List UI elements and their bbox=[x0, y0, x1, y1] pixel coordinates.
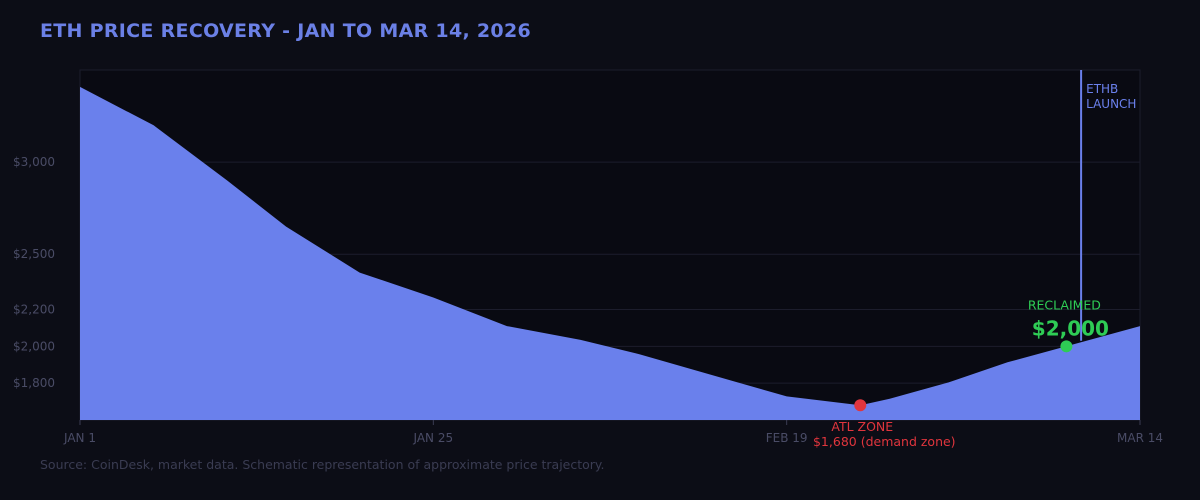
x-tick-label: JAN 25 bbox=[413, 431, 454, 445]
y-tick-label: $2,200 bbox=[13, 302, 55, 316]
source-note: Source: CoinDesk, market data. Schematic… bbox=[40, 457, 605, 472]
y-tick-label: $2,500 bbox=[13, 247, 55, 261]
price-area bbox=[80, 86, 1140, 421]
atl-point bbox=[854, 399, 867, 412]
chart-title: ETH PRICE RECOVERY - JAN TO MAR 14, 2026 bbox=[40, 20, 531, 42]
x-tick-label: JAN 1 bbox=[63, 431, 96, 445]
atl-label: ATL ZONE bbox=[831, 419, 893, 434]
atl-sublabel: $1,680 (demand zone) bbox=[813, 434, 956, 449]
y-tick-label: $2,000 bbox=[13, 339, 55, 353]
x-tick-label: MAR 14 bbox=[1117, 431, 1163, 445]
x-tick-label: FEB 19 bbox=[766, 431, 808, 445]
reclaimed-point bbox=[1060, 340, 1073, 353]
reclaimed-value: $2,000 bbox=[1032, 316, 1109, 340]
y-tick-label: $3,000 bbox=[13, 155, 55, 169]
launch-label: ETHB bbox=[1086, 82, 1118, 96]
launch-label: LAUNCH bbox=[1086, 97, 1136, 111]
reclaimed-label: RECLAIMED bbox=[1028, 297, 1101, 312]
y-tick-label: $1,800 bbox=[13, 376, 55, 390]
